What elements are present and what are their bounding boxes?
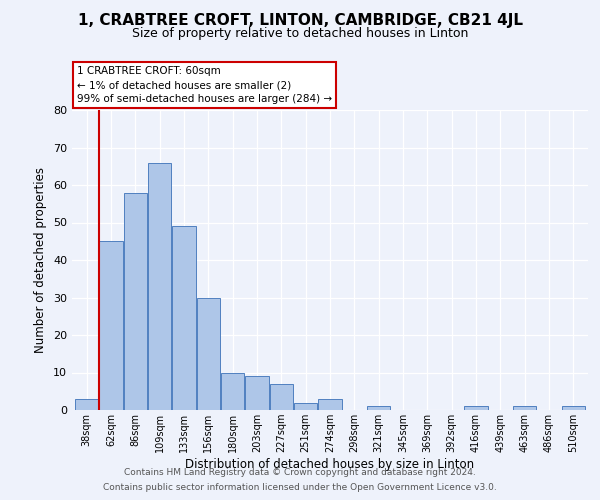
Bar	[464, 406, 488, 410]
Text: Contains HM Land Registry data © Crown copyright and database right 2024.: Contains HM Land Registry data © Crown c…	[124, 468, 476, 477]
Text: 1 CRABTREE CROFT: 60sqm
← 1% of detached houses are smaller (2)
99% of semi-deta: 1 CRABTREE CROFT: 60sqm ← 1% of detached…	[77, 66, 332, 104]
Bar	[75, 399, 98, 410]
Bar	[270, 384, 293, 410]
Text: 1, CRABTREE CROFT, LINTON, CAMBRIDGE, CB21 4JL: 1, CRABTREE CROFT, LINTON, CAMBRIDGE, CB…	[77, 12, 523, 28]
Bar	[562, 406, 585, 410]
Bar	[513, 406, 536, 410]
Bar	[367, 406, 390, 410]
Y-axis label: Number of detached properties: Number of detached properties	[34, 167, 47, 353]
Bar	[221, 372, 244, 410]
Bar	[294, 402, 317, 410]
Bar	[100, 242, 122, 410]
X-axis label: Distribution of detached houses by size in Linton: Distribution of detached houses by size …	[185, 458, 475, 471]
Bar	[172, 226, 196, 410]
Bar	[319, 399, 341, 410]
Bar	[197, 298, 220, 410]
Text: Contains public sector information licensed under the Open Government Licence v3: Contains public sector information licen…	[103, 483, 497, 492]
Bar	[124, 192, 147, 410]
Bar	[245, 376, 269, 410]
Bar	[148, 162, 171, 410]
Text: Size of property relative to detached houses in Linton: Size of property relative to detached ho…	[132, 28, 468, 40]
